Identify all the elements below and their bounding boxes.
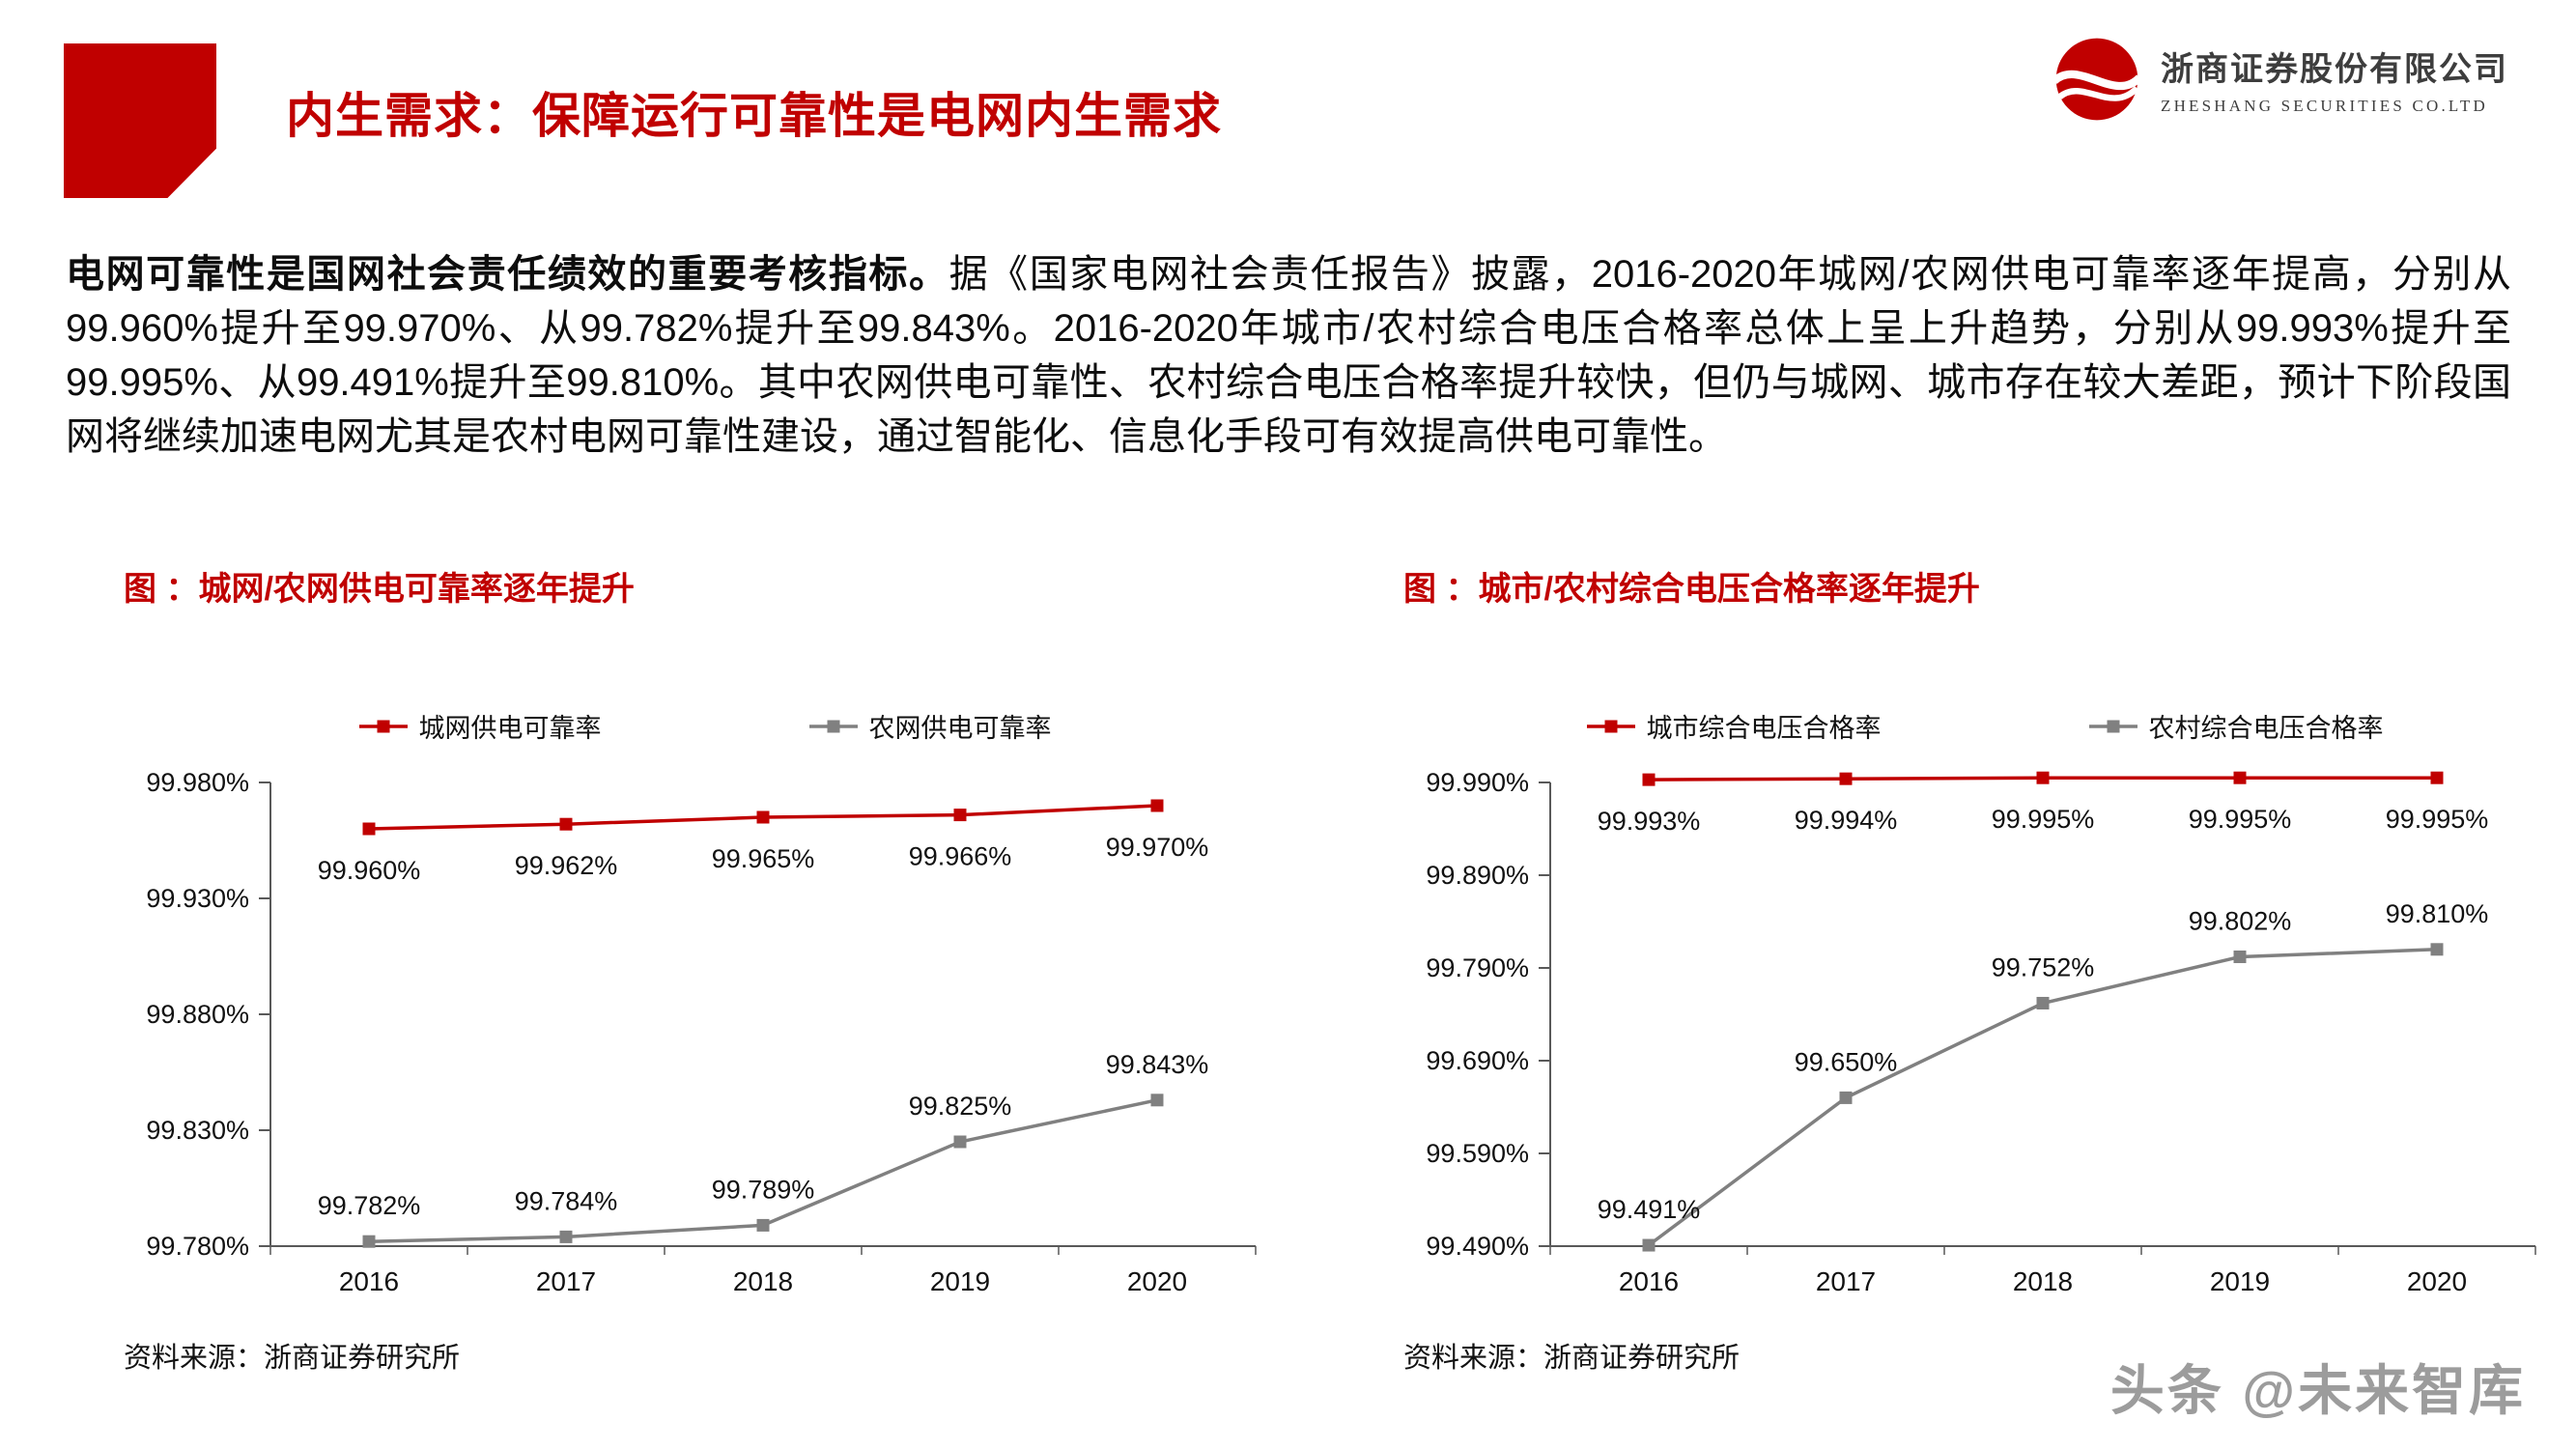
y-tick-label: 99.790% xyxy=(1426,953,1529,982)
summary-lead: 电网可靠性是国网社会责任绩效的重要考核指标。 xyxy=(66,253,949,296)
legend-square xyxy=(377,720,389,732)
data-point-marker xyxy=(756,810,770,824)
data-point-marker xyxy=(1839,772,1853,785)
title-accent-block xyxy=(64,43,216,198)
data-point-marker xyxy=(2430,943,2444,956)
x-category-label: 2017 xyxy=(536,1266,596,1296)
series-line xyxy=(1647,948,2438,1247)
data-point-marker xyxy=(2233,950,2247,963)
x-category-label: 2017 xyxy=(1816,1266,1876,1296)
company-name-en: ZHESHANG SECURITIES CO.LTD xyxy=(2161,97,2488,115)
legend-square xyxy=(2107,720,2119,732)
legend-item: 城网供电可靠率 xyxy=(358,707,602,745)
data-point-label: 99.993% xyxy=(1598,807,1701,836)
x-category-label: 2016 xyxy=(1619,1266,1679,1296)
legend-item: 城市综合电压合格率 xyxy=(1586,707,1882,745)
y-tick-label: 99.990% xyxy=(1426,768,1529,797)
y-tick-label: 99.490% xyxy=(1426,1232,1529,1261)
data-point-label: 99.995% xyxy=(1992,805,2095,834)
x-category-label: 2016 xyxy=(339,1266,399,1296)
chart-figure-reliability: 图 ：城网/农网供电可靠率逐年提升 城网供电可靠率 农网供电可靠率 99.980%… xyxy=(106,562,1304,1412)
data-point-label: 99.789% xyxy=(712,1175,815,1204)
summary-rest: 据《国家电网社会责任报告》披露，2016-2020年城网/农网供电可靠率逐年提高… xyxy=(66,253,2512,458)
data-point-marker xyxy=(1839,1091,1853,1104)
data-point-label: 99.962% xyxy=(515,851,618,880)
data-point-marker xyxy=(953,1135,967,1149)
legend-label: 城网供电可靠率 xyxy=(418,714,602,743)
y-tick-label: 99.590% xyxy=(1426,1139,1529,1168)
legend-item: 农网供电可靠率 xyxy=(808,707,1052,745)
data-point-label: 99.960% xyxy=(318,856,421,885)
data-point-label: 99.994% xyxy=(1795,806,1898,835)
line-chart-reliability: 99.980% 99.930% 99.880% 99.830% 99.780% 2016 2… xyxy=(146,768,1257,1296)
y-tick-label: 99.980% xyxy=(146,768,249,797)
watermark: 头条 @未来智库 xyxy=(2109,1360,2526,1421)
legend-marker-icon xyxy=(358,720,408,732)
data-point-label: 99.784% xyxy=(515,1186,618,1215)
data-point-marker xyxy=(1642,773,1656,786)
chart-figure-voltage: 图 ：城市/农村综合电压合格率逐年提升 城市综合电压合格率 农村综合电压合格率 9… xyxy=(1386,562,2576,1412)
source-note: 资料来源：浙商证券研究所 xyxy=(1403,1343,1741,1374)
chart-legend: 城市综合电压合格率 农村综合电压合格率 xyxy=(1386,707,2576,745)
page-title: 内生需求：保障运行可靠性是电网内生需求 xyxy=(286,89,1222,143)
data-point-label: 99.965% xyxy=(712,844,815,873)
x-category-label: 2019 xyxy=(2210,1266,2270,1296)
data-point-label: 99.966% xyxy=(909,842,1012,871)
y-tick-label: 99.780% xyxy=(146,1232,249,1261)
x-category-label: 2019 xyxy=(930,1266,990,1296)
y-tick-label: 99.690% xyxy=(1426,1046,1529,1075)
data-point-marker xyxy=(756,1218,770,1232)
legend-square xyxy=(1604,720,1617,732)
y-tick-label: 99.930% xyxy=(146,884,249,913)
legend-item: 农村综合电压合格率 xyxy=(2088,707,2384,745)
y-tick-label: 99.880% xyxy=(146,1000,249,1029)
legend-label: 农网供电可靠率 xyxy=(868,714,1052,743)
y-tick-label: 99.890% xyxy=(1426,861,1529,890)
data-point-marker xyxy=(2233,771,2247,784)
legend-marker-icon xyxy=(1586,720,1635,732)
data-point-marker xyxy=(559,1230,573,1243)
data-point-label: 99.843% xyxy=(1106,1050,1209,1079)
data-point-label: 99.491% xyxy=(1598,1195,1701,1224)
data-point-marker xyxy=(362,822,376,836)
data-point-marker xyxy=(362,1235,376,1248)
data-point-label: 99.802% xyxy=(2189,906,2292,935)
data-point-label: 99.970% xyxy=(1106,833,1209,862)
data-point-label: 99.650% xyxy=(1795,1047,1898,1076)
data-point-marker xyxy=(953,809,967,822)
legend-marker-icon xyxy=(2088,720,2137,732)
data-point-label: 99.782% xyxy=(318,1191,421,1220)
chart-title: 图 ：城市/农村综合电压合格率逐年提升 xyxy=(1403,571,1980,608)
data-point-marker xyxy=(2430,771,2444,784)
x-category-label: 2018 xyxy=(2013,1266,2073,1296)
y-tick-label: 99.830% xyxy=(146,1116,249,1145)
data-point-label: 99.995% xyxy=(2386,805,2489,834)
line-chart-voltage: 99.990% 99.890% 99.790% 99.690% 99.590% 99.49… xyxy=(1426,768,2536,1296)
data-point-marker xyxy=(2036,996,2050,1009)
legend-label: 城市综合电压合格率 xyxy=(1646,714,1882,743)
data-point-label: 99.825% xyxy=(909,1092,1012,1121)
zheshang-logo-icon xyxy=(2052,38,2141,121)
data-point-marker xyxy=(559,817,573,831)
data-point-label: 99.995% xyxy=(2189,805,2292,834)
data-point-marker xyxy=(2036,771,2050,784)
data-point-label: 99.810% xyxy=(2386,899,2489,928)
legend-square xyxy=(827,720,839,732)
x-category-label: 2020 xyxy=(2407,1266,2467,1296)
chart-title: 图 ：城网/农网供电可靠率逐年提升 xyxy=(124,571,635,608)
data-point-label: 99.752% xyxy=(1992,952,2095,981)
legend-marker-icon xyxy=(808,720,858,732)
company-name: 浙商证券股份有限公司 xyxy=(2161,52,2508,88)
source-note: 资料来源：浙商证券研究所 xyxy=(124,1343,461,1374)
legend-label: 农村综合电压合格率 xyxy=(2148,714,2384,743)
summary-paragraph: 电网可靠性是国网社会责任绩效的重要考核指标。据《国家电网社会责任报告》披露，20… xyxy=(66,247,2511,464)
x-category-label: 2020 xyxy=(1127,1266,1187,1296)
company-brand: 浙商证券股份有限公司 ZHESHANG SECURITIES CO.LTD xyxy=(2052,35,2508,124)
data-point-marker xyxy=(1150,799,1164,812)
x-category-label: 2018 xyxy=(733,1266,793,1296)
chart-legend: 城网供电可靠率 农网供电可靠率 xyxy=(106,707,1304,745)
data-point-marker xyxy=(1150,1094,1164,1107)
data-point-marker xyxy=(1642,1238,1656,1252)
